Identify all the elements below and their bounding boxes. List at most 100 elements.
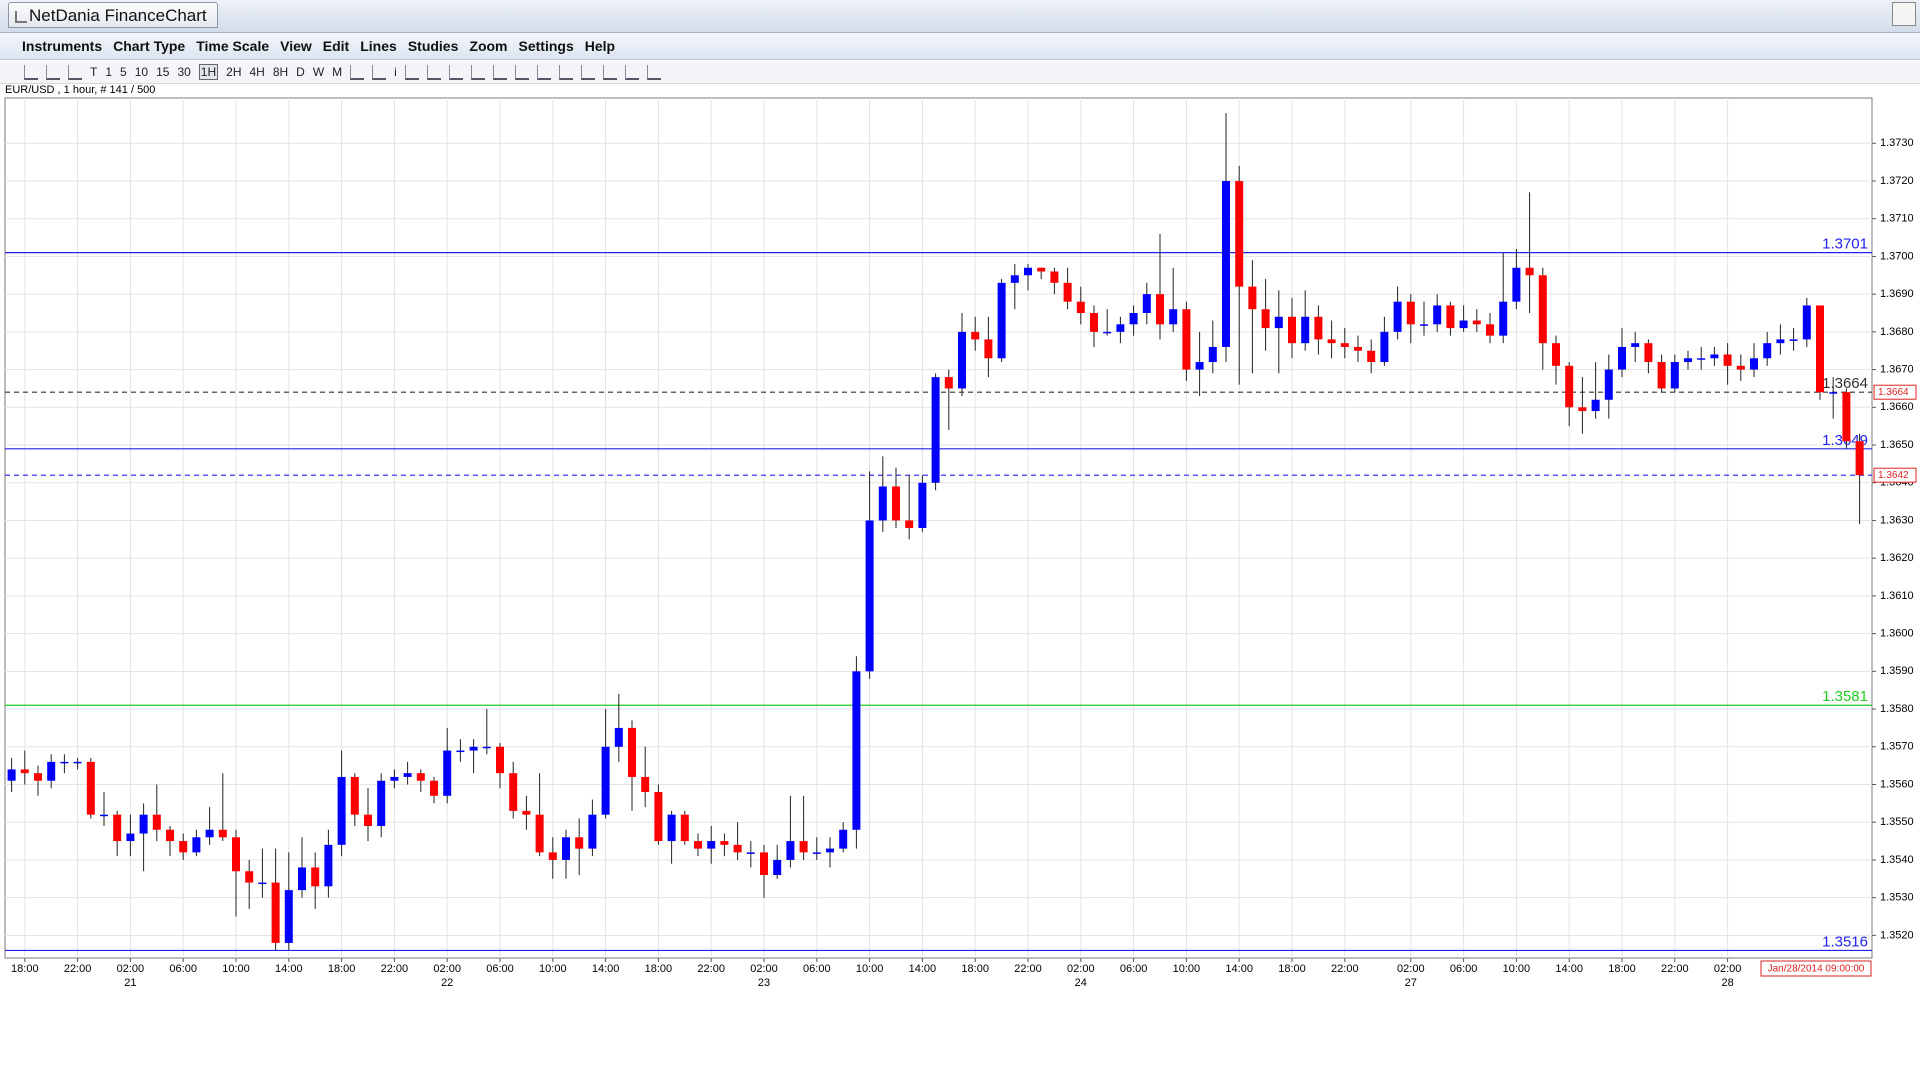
x-tick-label: 06:00 bbox=[486, 963, 514, 975]
candle-body bbox=[496, 746, 504, 774]
candle-body bbox=[1406, 301, 1415, 325]
x-tick-label: 10:00 bbox=[856, 963, 884, 975]
timescale-button[interactable]: M bbox=[332, 65, 343, 79]
x-tick-label: 22:00 bbox=[697, 963, 725, 975]
toolbar-icon[interactable] bbox=[426, 64, 441, 80]
candle-body bbox=[1697, 358, 1706, 360]
toolbar-icon[interactable] bbox=[350, 64, 365, 80]
toolbar-icon[interactable] bbox=[46, 64, 60, 80]
timescale-button[interactable]: 4H bbox=[249, 65, 265, 79]
menu-item[interactable]: Edit bbox=[322, 38, 350, 54]
x-tick-label: 22:00 bbox=[1661, 963, 1689, 975]
menu-item[interactable]: Chart Type bbox=[113, 38, 186, 54]
candle-body bbox=[522, 810, 531, 815]
candle-body bbox=[1670, 362, 1679, 389]
candle-body bbox=[812, 852, 821, 854]
info-button[interactable]: i bbox=[394, 65, 397, 79]
menu-item[interactable]: Settings bbox=[518, 38, 574, 54]
timescale-button[interactable]: 10 bbox=[134, 65, 149, 79]
line-label: 1.3581 bbox=[1822, 688, 1868, 705]
y-tick-label: 1.3720 bbox=[1880, 175, 1914, 187]
y-tick-label: 1.3620 bbox=[1880, 552, 1914, 564]
price-box bbox=[1873, 384, 1917, 400]
day-label: 23 bbox=[758, 977, 770, 989]
toolbar-icon[interactable] bbox=[646, 64, 661, 80]
toolbar-icon[interactable] bbox=[558, 64, 573, 80]
toolbar-icon[interactable] bbox=[602, 64, 617, 80]
candle-body bbox=[1024, 267, 1032, 276]
candle-body bbox=[205, 829, 214, 838]
candle-body bbox=[1486, 324, 1494, 336]
timescale-button[interactable]: T bbox=[90, 65, 98, 79]
day-label: 24 bbox=[1075, 977, 1087, 989]
toolbar-icon[interactable] bbox=[448, 64, 463, 80]
candle-body bbox=[760, 852, 768, 876]
candle-body bbox=[746, 852, 755, 854]
candle-body bbox=[100, 814, 108, 817]
x-tick-label: 18:00 bbox=[1278, 963, 1306, 975]
candle-body bbox=[469, 746, 478, 751]
menu-item[interactable]: Zoom bbox=[469, 38, 508, 54]
plot-area bbox=[4, 97, 1873, 959]
toolbar-icon[interactable] bbox=[624, 64, 639, 80]
timescale-button[interactable]: 8H bbox=[272, 65, 289, 79]
day-label: 22 bbox=[441, 977, 453, 989]
menu-item[interactable]: Lines bbox=[360, 38, 397, 54]
toolbar-icon[interactable] bbox=[514, 64, 529, 80]
toolbar-icon[interactable] bbox=[470, 64, 485, 80]
candle-body bbox=[7, 769, 16, 781]
toolbar-icon[interactable] bbox=[580, 64, 595, 80]
candle-body bbox=[1776, 339, 1785, 344]
window-tab[interactable]: NetDania FinanceChart bbox=[8, 2, 218, 28]
timescale-button[interactable]: 2H bbox=[226, 65, 242, 79]
candle-body bbox=[826, 848, 834, 853]
candle-body bbox=[1327, 339, 1336, 344]
toolbar-icon[interactable] bbox=[404, 64, 419, 80]
candle-body bbox=[1076, 301, 1085, 313]
candle-body bbox=[1156, 294, 1164, 325]
timescale-button[interactable]: W bbox=[312, 65, 325, 79]
timescale-button[interactable]: 5 bbox=[120, 65, 127, 79]
candle-body bbox=[86, 761, 95, 815]
candle-body bbox=[482, 746, 491, 749]
timescale-button[interactable]: 30 bbox=[177, 65, 191, 79]
candle-body bbox=[984, 339, 993, 359]
x-tick-label: 02:00 bbox=[1714, 963, 1742, 975]
candle-body bbox=[390, 776, 399, 781]
menu-item[interactable]: Instruments bbox=[22, 38, 103, 54]
toolbar-icon[interactable] bbox=[492, 64, 507, 80]
timescale-button[interactable]: 1H bbox=[198, 64, 219, 80]
toolbar-icon[interactable] bbox=[68, 64, 82, 80]
y-tick-label: 1.3530 bbox=[1880, 892, 1914, 904]
day-label: 28 bbox=[1721, 977, 1733, 989]
menu-item[interactable]: Time Scale bbox=[196, 38, 270, 54]
candle-body bbox=[113, 814, 122, 842]
menu-item[interactable]: Help bbox=[584, 38, 616, 54]
timescale-button[interactable]: 15 bbox=[156, 65, 170, 79]
window-button[interactable] bbox=[1892, 2, 1916, 26]
timescale-button[interactable]: 1 bbox=[105, 65, 113, 79]
x-tick-label: 14:00 bbox=[1225, 963, 1253, 975]
toolbar-icon[interactable] bbox=[536, 64, 551, 80]
candle-body bbox=[1195, 362, 1204, 370]
toolbar-icon[interactable] bbox=[24, 64, 38, 80]
x-tick-label: 22:00 bbox=[1014, 963, 1042, 975]
candle-body bbox=[1657, 362, 1666, 389]
candle-body bbox=[245, 871, 254, 883]
timescale-button[interactable]: D bbox=[296, 65, 305, 79]
candle-body bbox=[680, 814, 689, 842]
y-tick-label: 1.3700 bbox=[1880, 250, 1914, 262]
menu-item[interactable]: Studies bbox=[407, 38, 459, 54]
toolbar-icon[interactable] bbox=[372, 64, 387, 80]
menu-item[interactable]: View bbox=[280, 38, 312, 54]
x-tick-label: 22:00 bbox=[64, 963, 92, 975]
candle-body bbox=[905, 520, 914, 528]
candle-body bbox=[430, 780, 438, 796]
candle-body bbox=[1644, 343, 1653, 363]
bottom-area bbox=[0, 994, 1920, 1080]
candle-body bbox=[892, 486, 900, 521]
y-tick-label: 1.3570 bbox=[1880, 741, 1914, 753]
candle-body bbox=[588, 814, 597, 849]
candle-body bbox=[416, 773, 425, 781]
